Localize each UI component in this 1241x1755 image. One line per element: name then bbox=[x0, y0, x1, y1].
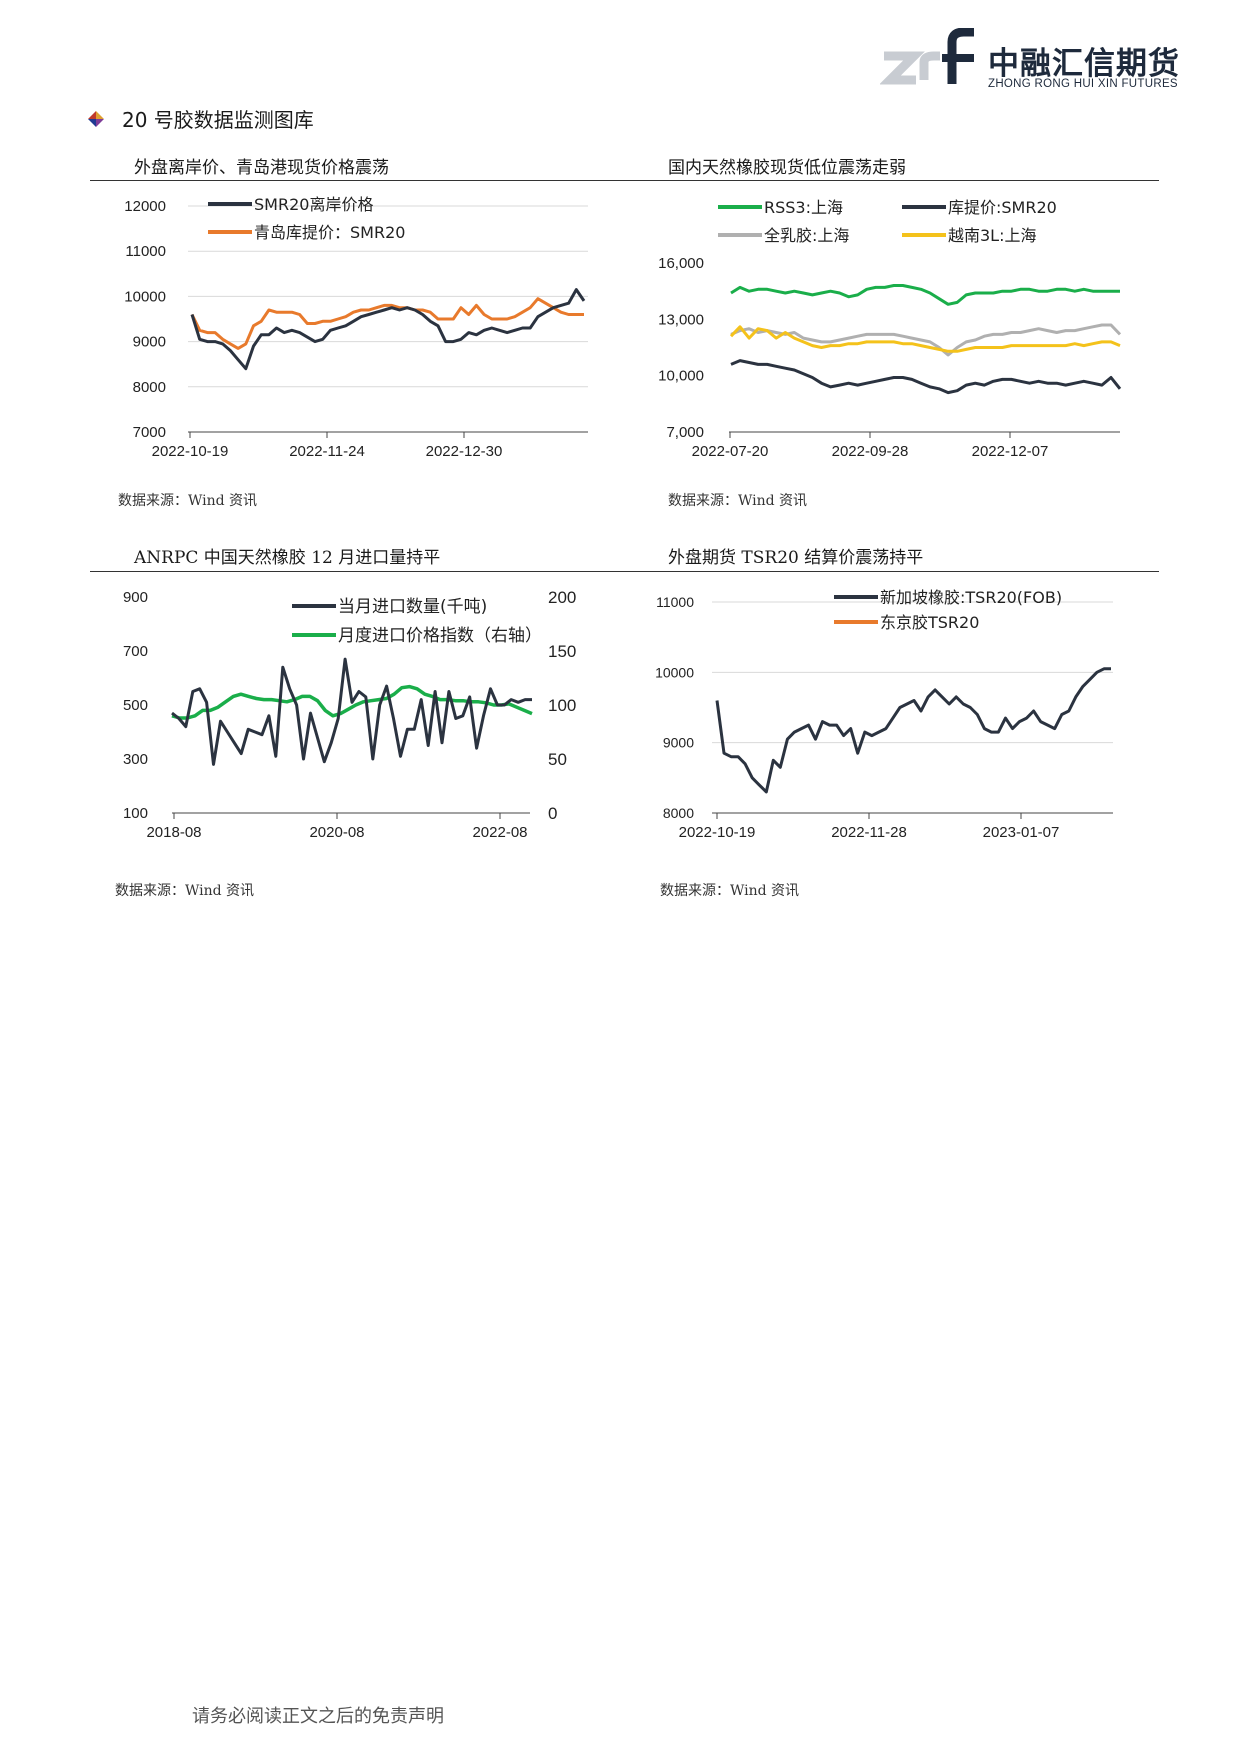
chart-2-series-line bbox=[730, 359, 1122, 395]
chart-2-rule bbox=[602, 180, 1159, 181]
chart-1-x-tick: 2022-12-30 bbox=[426, 443, 503, 460]
logo-english-text: ZHONG RONG HUI XIN FUTURES bbox=[988, 78, 1178, 90]
chart-1-series-line bbox=[190, 297, 584, 350]
chart-3-legend-1-label: 当月进口数量(千吨) bbox=[338, 597, 487, 617]
chart-3-x-tick: 2022-08 bbox=[472, 824, 527, 841]
chart-2-source: 数据来源：Wind 资讯 bbox=[668, 493, 808, 509]
chart-4-legend-2-label: 东京胶TSR20 bbox=[880, 613, 979, 632]
chart-3-rule bbox=[90, 571, 602, 572]
chart-1-y-tick: 8000 bbox=[133, 379, 166, 396]
chart-2-legend-1-label: RSS3:上海 bbox=[764, 198, 843, 217]
chart-2-y-tick: 7,000 bbox=[666, 424, 704, 441]
chart-1-svg: 7000 8000 9000 10000 11000 12000 2022-10-19 202… bbox=[124, 195, 588, 460]
chart-2-x-tick: 2022-09-28 bbox=[832, 443, 909, 460]
chart-4-svg: 8000 9000 10000 11000 2022-10-19 2022-11-28 20… bbox=[655, 588, 1113, 841]
chart-3-x-tick: 2020-08 bbox=[309, 824, 364, 841]
chart-3-y-tick-right: 100 bbox=[548, 696, 576, 715]
chart-2: 7,000 10,000 13,000 16,000 2022-07-20 2022-09… bbox=[640, 188, 1140, 478]
chart-3-y-tick-left: 300 bbox=[123, 751, 148, 768]
chart-3-y-tick-left: 900 bbox=[123, 589, 148, 606]
zrf-logo-icon bbox=[880, 28, 974, 85]
disclaimer-footer: 请务必阅读正文之后的免责声明 bbox=[192, 1706, 444, 1727]
chart-3-title: ANRPC 中国天然橡胶 12 月进口量持平 bbox=[134, 548, 441, 568]
chart-2-x-tick: 2022-07-20 bbox=[692, 443, 769, 460]
chart-3-y-tick-left: 500 bbox=[123, 697, 148, 714]
chart-3-y-tick-left: 700 bbox=[123, 643, 148, 660]
chart-2-x-tick: 2022-12-07 bbox=[972, 443, 1049, 460]
section-heading: 20 号胶数据监测图库 bbox=[86, 104, 314, 133]
chart-2-series-line bbox=[729, 325, 1121, 353]
chart-3-source: 数据来源：Wind 资讯 bbox=[115, 883, 255, 899]
chart-3-series-line bbox=[171, 657, 532, 766]
company-logo: 中融汇信期货 ZHONG RONG HUI XIN FUTURES bbox=[880, 28, 1180, 98]
chart-4-x-tick: 2022-10-19 bbox=[679, 824, 756, 841]
chart-1-y-tick: 9000 bbox=[133, 334, 166, 351]
chart-4-y-tick: 10000 bbox=[655, 664, 694, 680]
chart-4-legend-1-label: 新加坡橡胶:TSR20(FOB) bbox=[880, 588, 1062, 607]
chart-1-y-tick: 10000 bbox=[124, 288, 166, 305]
chart-3: 100 300 500 700 900 0 50 100 150 200 2018-08 2020-0… bbox=[100, 580, 600, 860]
chart-2-series-line bbox=[730, 323, 1122, 357]
chart-3-svg: 100 300 500 700 900 0 50 100 150 200 2018-08 2020-0… bbox=[123, 588, 576, 841]
chart-1-y-tick: 12000 bbox=[124, 198, 166, 215]
chart-2-legend-2-label: 库提价:SMR20 bbox=[948, 198, 1057, 217]
chart-1-series-line bbox=[190, 288, 586, 371]
chart-1-rule bbox=[90, 180, 602, 181]
chart-1-title: 外盘离岸价、青岛港现货价格震荡 bbox=[134, 158, 389, 178]
logo-chinese-text: 中融汇信期货 bbox=[988, 46, 1180, 82]
chart-1-source: 数据来源：Wind 资讯 bbox=[118, 493, 258, 509]
chart-3-legend-2-label: 月度进口价格指数（右轴） bbox=[338, 626, 542, 646]
chart-3-y-tick-right: 200 bbox=[548, 588, 576, 607]
chart-1-legend-1-label: SMR20离岸价格 bbox=[254, 195, 373, 214]
chart-4-title: 外盘期货 TSR20 结算价震荡持平 bbox=[668, 548, 924, 568]
chart-2-series-line bbox=[730, 284, 1120, 306]
chart-4-y-tick: 8000 bbox=[663, 805, 694, 821]
chart-4-series-line bbox=[715, 667, 1111, 794]
chart-3-y-tick-left: 100 bbox=[123, 805, 148, 822]
chart-2-y-tick: 10,000 bbox=[658, 368, 704, 385]
chart-3-y-tick-right: 150 bbox=[548, 642, 576, 661]
chart-2-legend-3-label: 全乳胶:上海 bbox=[764, 226, 849, 245]
chart-1-y-tick: 11000 bbox=[125, 243, 166, 260]
chart-4-y-tick: 9000 bbox=[663, 735, 694, 751]
chart-2-legend-4-label: 越南3L:上海 bbox=[948, 226, 1037, 245]
diamond-bullet-icon bbox=[88, 110, 104, 127]
chart-4-rule bbox=[602, 571, 1159, 572]
chart-2-y-tick: 13,000 bbox=[658, 311, 704, 328]
chart-4-x-tick: 2022-11-28 bbox=[831, 824, 907, 841]
chart-1-x-tick: 2022-11-24 bbox=[289, 443, 365, 460]
chart-4-x-tick: 2023-01-07 bbox=[983, 824, 1060, 841]
chart-2-svg: 7,000 10,000 13,000 16,000 2022-07-20 2022-09… bbox=[658, 198, 1122, 460]
section-title: 20 号胶数据监测图库 bbox=[122, 108, 314, 132]
chart-3-y-tick-right: 50 bbox=[548, 750, 567, 769]
chart-2-y-tick: 16,000 bbox=[658, 255, 704, 272]
chart-3-series-line bbox=[171, 684, 533, 720]
chart-4-source: 数据来源：Wind 资讯 bbox=[660, 883, 800, 899]
chart-1-y-tick: 7000 bbox=[133, 424, 166, 441]
chart-1: 7000 8000 9000 10000 11000 12000 2022-10-19 202… bbox=[100, 188, 600, 478]
chart-3-y-tick-right: 0 bbox=[548, 804, 557, 823]
chart-1-legend-2-label: 青岛库提价：SMR20 bbox=[254, 223, 405, 242]
chart-3-x-tick: 2018-08 bbox=[146, 824, 201, 841]
chart-2-title: 国内天然橡胶现货低位震荡走弱 bbox=[668, 158, 906, 178]
chart-1-x-tick: 2022-10-19 bbox=[152, 443, 229, 460]
chart-4-y-tick: 11000 bbox=[656, 594, 694, 610]
chart-4: 8000 9000 10000 11000 2022-10-19 2022-11-28 20… bbox=[640, 580, 1140, 860]
